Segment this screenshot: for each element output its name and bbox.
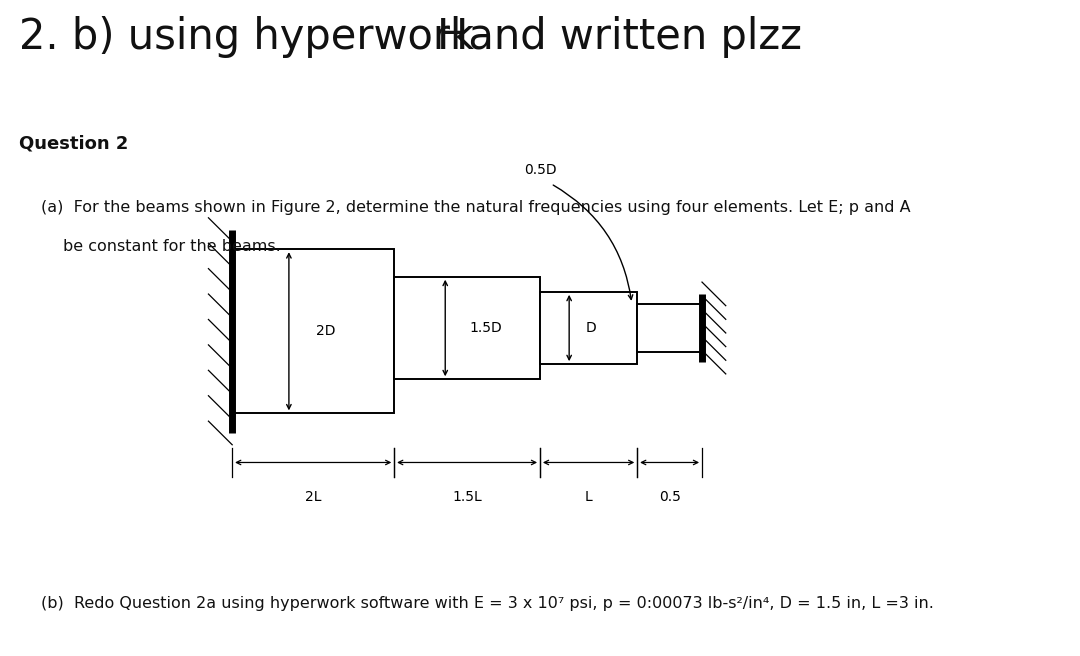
Bar <box>232 249 394 413</box>
Text: L: L <box>584 490 593 504</box>
Text: 1.5D: 1.5D <box>469 321 502 335</box>
Text: (a)  For the beams shown in Figure 2, determine the natural frequencies using fo: (a) For the beams shown in Figure 2, det… <box>41 200 910 215</box>
Text: Question 2: Question 2 <box>19 134 129 152</box>
Text: 1.5L: 1.5L <box>453 490 482 504</box>
Text: 0.5D: 0.5D <box>524 163 556 177</box>
Text: 0.5: 0.5 <box>659 490 680 504</box>
Text: 2. b) using hyperwork: 2. b) using hyperwork <box>19 16 474 58</box>
Bar <box>540 292 637 364</box>
Text: Hand written plzz: Hand written plzz <box>437 16 802 58</box>
Text: D: D <box>585 321 596 335</box>
Bar <box>394 277 540 379</box>
Text: (b)  Redo Question 2a using hyperwork software with E = 3 x 10⁷ psi, p = 0:00073: (b) Redo Question 2a using hyperwork sof… <box>41 596 934 611</box>
Bar <box>637 304 702 352</box>
Text: be constant for the beams.: be constant for the beams. <box>63 239 281 255</box>
Text: 2L: 2L <box>305 490 322 504</box>
Text: 2D: 2D <box>316 324 336 338</box>
